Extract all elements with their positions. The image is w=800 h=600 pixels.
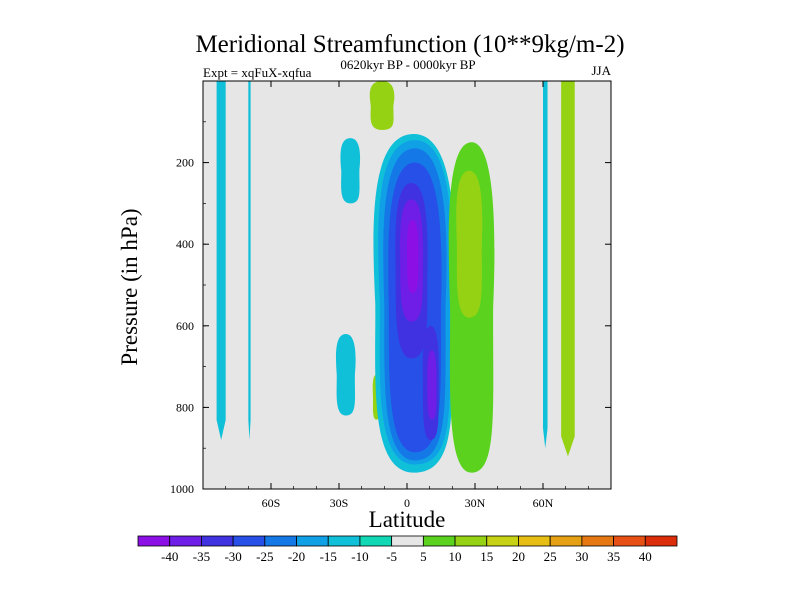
colorbar-label-5: -15 bbox=[320, 549, 337, 564]
colorbar bbox=[137, 535, 678, 547]
x-tick-label-3: 30N bbox=[465, 496, 486, 510]
colorbar-label-11: 20 bbox=[512, 549, 525, 564]
y-tick-label-1: 400 bbox=[176, 237, 194, 251]
upper-positive-cell bbox=[369, 81, 395, 130]
tropical-cell-level--35-lower bbox=[427, 350, 437, 420]
colorbar-box-0 bbox=[137, 535, 171, 547]
colorbar-box-1 bbox=[169, 535, 202, 547]
x-axis-label: Latitude bbox=[369, 507, 446, 532]
colorbar-label-10: 15 bbox=[480, 549, 493, 564]
colorbar-box-2 bbox=[201, 535, 234, 547]
colorbar-label-2: -30 bbox=[224, 549, 241, 564]
colorbar-box-5 bbox=[296, 535, 329, 547]
colorbar-box-15 bbox=[613, 535, 646, 547]
colorbar-box-6 bbox=[327, 535, 361, 547]
contour-fills bbox=[216, 81, 575, 473]
north-thin-line bbox=[543, 81, 548, 449]
colorbar-label-1: -35 bbox=[193, 549, 210, 564]
colorbar-box-14 bbox=[581, 535, 614, 547]
colorbar-box-16 bbox=[644, 535, 678, 547]
center-string: 0620kyr BP - 0000kyr BP bbox=[340, 57, 475, 72]
plot-area: 60S 30S 0 30N 60N 200 400 600 800 1000 bbox=[170, 80, 612, 510]
colorbar-box-7 bbox=[359, 535, 393, 547]
x-tick-label-2: 0 bbox=[404, 496, 410, 510]
chart-title: Meridional Streamfunction (10**9kg/m-2) bbox=[195, 31, 624, 58]
colorbar-label-7: -5 bbox=[386, 549, 397, 564]
colorbar-label-6: -10 bbox=[351, 549, 368, 564]
x-axis-ticks: 60S 30S 0 30N 60N bbox=[202, 81, 612, 510]
y-tick-label-0: 200 bbox=[176, 156, 194, 170]
y-axis-label: Pressure (in hPa) bbox=[117, 208, 142, 365]
colorbar-box-10 bbox=[454, 535, 488, 547]
south-narrow-band bbox=[248, 81, 251, 441]
equatorial-cell-level-10 bbox=[456, 170, 483, 318]
colorbar-label-0: -40 bbox=[161, 549, 178, 564]
x-tick-label-1: 30S bbox=[330, 496, 349, 510]
south-lower-cell bbox=[335, 333, 356, 416]
y-tick-label-2: 600 bbox=[176, 319, 194, 333]
y-axis-ticks: 200 400 600 800 1000 bbox=[170, 121, 611, 496]
colorbar-label-4: -20 bbox=[288, 549, 305, 564]
left-string: Expt = xqFuX-xqfua bbox=[203, 65, 312, 80]
colorbar-label-15: 40 bbox=[639, 549, 652, 564]
colorbar-box-4 bbox=[264, 535, 297, 547]
colorbar-label-8: 5 bbox=[420, 549, 427, 564]
colorbar-box-13 bbox=[549, 535, 583, 547]
tropical-cell-level--40 bbox=[406, 219, 419, 294]
colorbar-label-3: -25 bbox=[256, 549, 273, 564]
colorbar-label-14: 35 bbox=[607, 549, 620, 564]
colorbar-box-8 bbox=[391, 535, 424, 547]
north-polar-band bbox=[561, 81, 575, 457]
south-polar-band bbox=[216, 81, 226, 441]
x-tick-label-4: 60N bbox=[533, 496, 554, 510]
colorbar-box-12 bbox=[518, 535, 551, 547]
south-upper-cell bbox=[340, 138, 361, 204]
colorbar-label-12: 25 bbox=[544, 549, 557, 564]
colorbar-box-9 bbox=[422, 535, 456, 547]
colorbar-labels: -40 -35 -30 -25 -20 -15 -10 -5 5 10 15 20 25 30 35 40 bbox=[161, 549, 652, 564]
colorbar-box-3 bbox=[232, 535, 266, 547]
x-tick-label-0: 60S bbox=[262, 496, 281, 510]
colorbar-label-13: 30 bbox=[575, 549, 588, 564]
right-string: JJA bbox=[591, 63, 611, 78]
colorbar-box-11 bbox=[486, 535, 519, 547]
y-tick-label-4: 1000 bbox=[170, 482, 194, 496]
colorbar-label-9: 10 bbox=[449, 549, 462, 564]
y-tick-label-3: 800 bbox=[176, 400, 194, 414]
